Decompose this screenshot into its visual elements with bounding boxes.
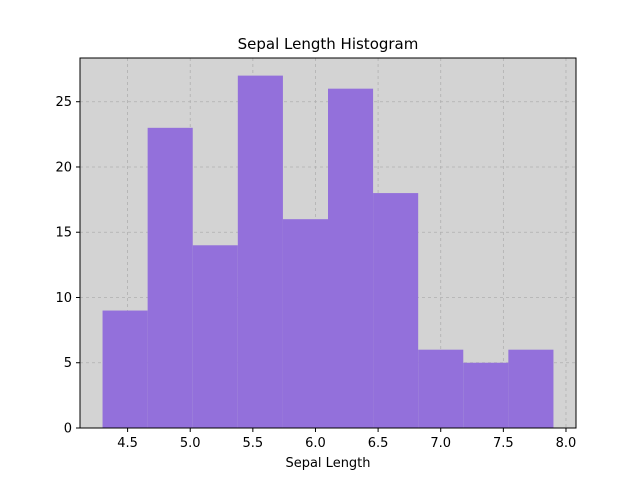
histogram-bar (147, 127, 193, 428)
y-tick-label: 15 (55, 226, 72, 241)
x-tick-label: 7.0 (430, 436, 451, 451)
y-axis-ticks: 0 5 10 15 20 25 (55, 95, 80, 437)
histogram-bars (102, 75, 554, 429)
histogram-bar (463, 362, 509, 428)
x-tick-label: 5.0 (180, 436, 201, 451)
histogram-bar (192, 245, 238, 428)
x-tick-label: 8.0 (556, 436, 577, 451)
x-tick-label: 6.5 (368, 436, 389, 451)
x-tick-label: 6.0 (305, 436, 326, 451)
histogram-bar (102, 310, 148, 428)
plot-frame (79, 57, 577, 429)
x-tick-label: 4.5 (117, 436, 138, 451)
histogram-bar (237, 75, 283, 429)
histogram-bar (508, 349, 554, 428)
histogram-bar (282, 219, 328, 428)
histogram-bar (373, 193, 419, 428)
y-tick-label: 0 (64, 422, 72, 437)
histogram-bar (418, 349, 464, 428)
chart-title: Sepal Length Histogram (238, 35, 419, 53)
y-tick-label: 25 (55, 95, 72, 110)
x-axis-ticks: 4.5 5.0 5.5 6.0 6.5 7.0 7.5 8.0 (117, 428, 576, 451)
x-axis-title: Sepal Length (285, 456, 370, 471)
y-tick-label: 20 (55, 160, 72, 175)
x-tick-label: 7.5 (493, 436, 514, 451)
y-tick-label: 10 (55, 291, 72, 306)
y-tick-label: 5 (64, 356, 72, 371)
x-tick-label: 5.5 (243, 436, 264, 451)
histogram-bar (328, 88, 374, 429)
